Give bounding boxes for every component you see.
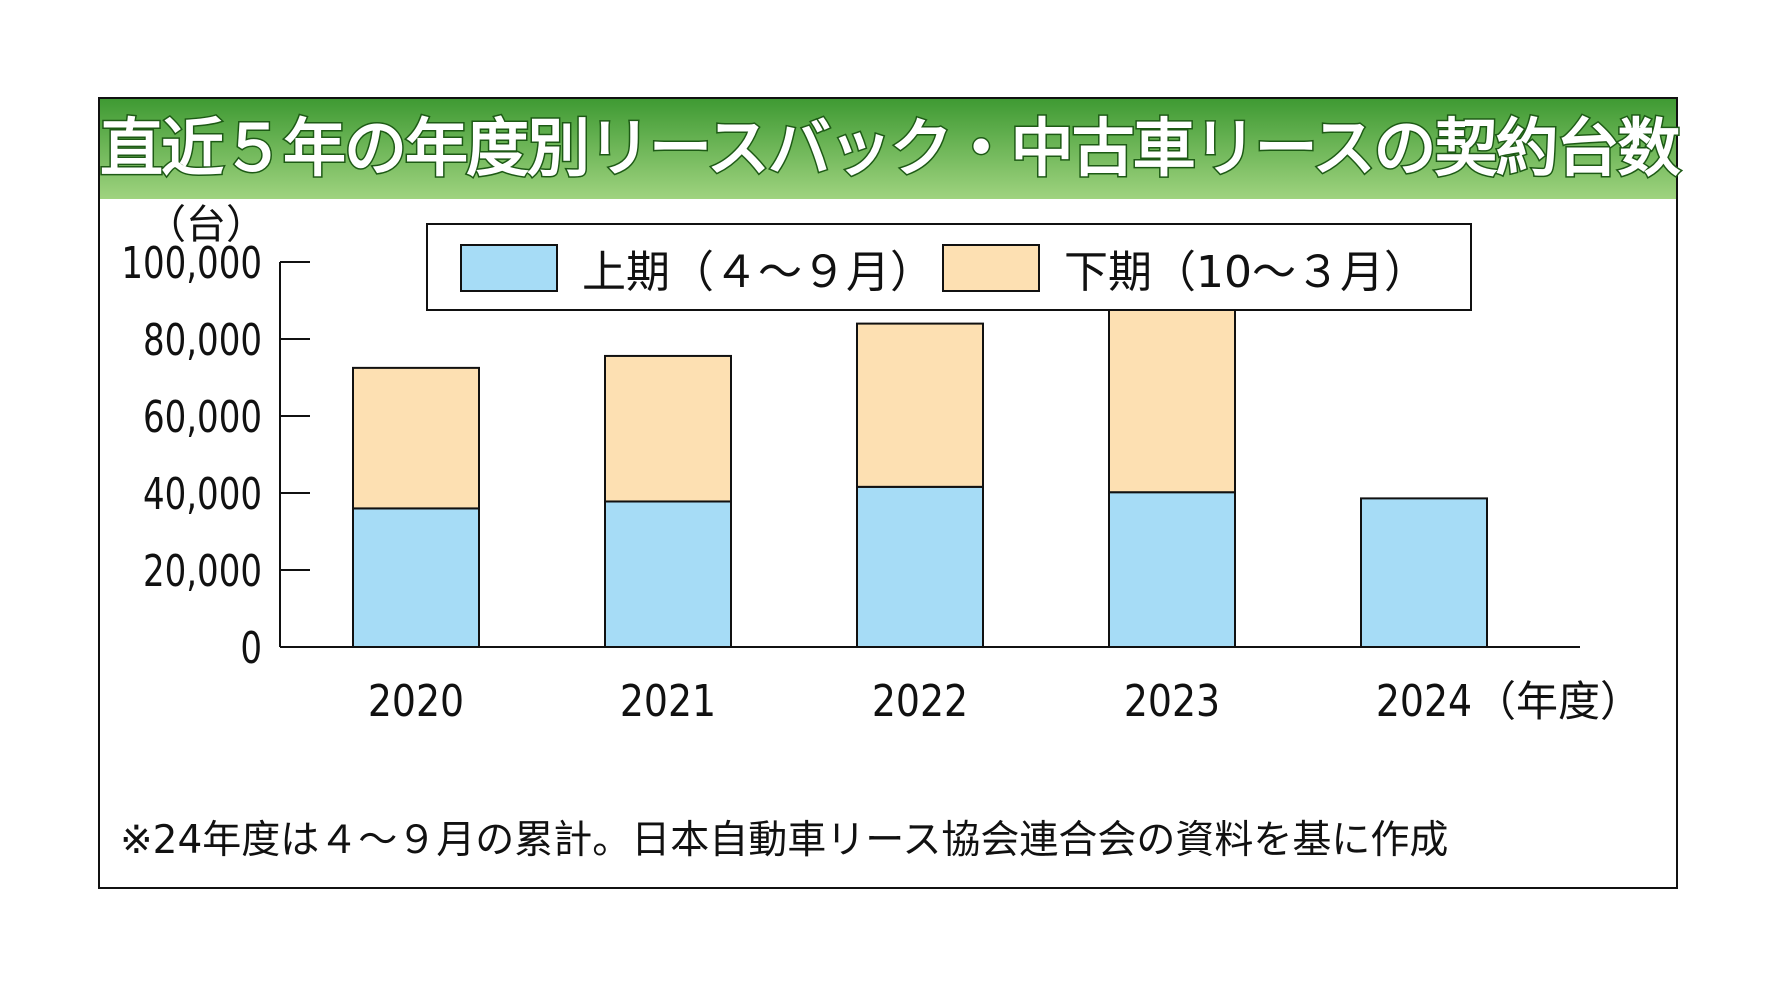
y-tick-label-4: 80,000 [143, 314, 262, 365]
bar-2021-second-half [604, 354, 732, 503]
bar-2023-first-half [1108, 491, 1236, 649]
y-tick-label-2: 40,000 [143, 468, 262, 519]
x-tick-label-2024: 2024 [1376, 675, 1472, 726]
chart-frame: 直近５年の年度別リースバック・中古車リースの契約台数 （台） 0 20,000 40,… [98, 97, 1682, 889]
legend-entry-first-half: 上期（４～９月） [460, 243, 934, 298]
chart-title: 直近５年の年度別リースバック・中古車リースの契約台数 [99, 111, 1682, 187]
y-tick-label-3: 60,000 [143, 391, 262, 442]
bar-2021-first-half [604, 500, 732, 648]
y-unit-label: （台） [146, 202, 266, 248]
x-tick-label-2023: 2023 [1124, 675, 1220, 726]
title-bar: 直近５年の年度別リースバック・中古車リースの契約台数 [99, 99, 1682, 199]
bar-2023-second-half [1108, 297, 1236, 494]
bar-2022-first-half [856, 485, 984, 648]
y-tick-label-1: 20,000 [143, 545, 262, 596]
legend-swatch-first-half [460, 244, 558, 292]
bar-2020-first-half [352, 507, 480, 648]
x-tick-label-2020: 2020 [368, 675, 464, 726]
legend: 上期（４～９月） 下期（10～３月） [426, 223, 1472, 311]
x-unit-label: （年度） [1474, 677, 1642, 726]
bar-2020-second-half [352, 366, 480, 510]
x-tick-label-2022: 2022 [872, 675, 968, 726]
legend-label-second-half: 下期（10～３月） [1064, 247, 1428, 298]
legend-swatch-second-half [942, 244, 1040, 292]
x-tick-label-2021: 2021 [620, 675, 716, 726]
y-tick-label-5: 100,000 [121, 237, 262, 288]
bar-2022-second-half [856, 322, 984, 488]
legend-entry-second-half: 下期（10～３月） [942, 243, 1428, 298]
bar-2024-first-half [1360, 497, 1488, 649]
legend-label-first-half: 上期（４～９月） [582, 247, 934, 298]
chart-plot: （台） 0 20,000 40,000 60,000 80,000 100,000 2020 2… [121, 202, 1642, 727]
y-tick-label-0: 0 [240, 622, 262, 673]
footnote: ※24年度は４～９月の累計。日本自動車リース協会連合会の資料を基に作成 [120, 818, 1449, 863]
